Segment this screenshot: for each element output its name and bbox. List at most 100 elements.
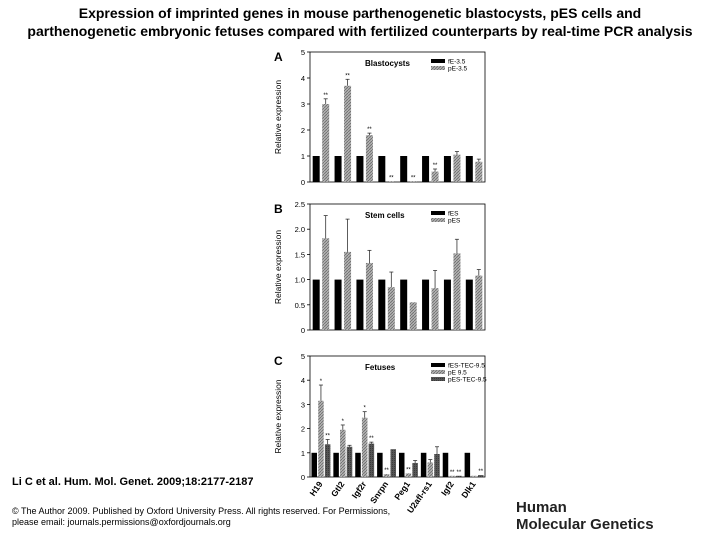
copyright-notice: © The Author 2009. Published by Oxford U… — [12, 506, 391, 527]
citation: Li C et al. Hum. Mol. Genet. 2009;18:217… — [12, 476, 254, 488]
panel-c-category-label: H19 — [307, 479, 324, 498]
panel-c-y-tick-label: 0 — [301, 473, 305, 482]
panel-c-bar — [442, 452, 449, 477]
panel-a-bar — [312, 156, 320, 182]
panel-c-y-axis-label: Relative expression — [273, 379, 283, 453]
panel-c-bar — [456, 475, 462, 477]
panel-c-bar — [464, 452, 471, 477]
panel-a-bar — [387, 181, 395, 182]
panel-b-bar — [378, 279, 386, 330]
panel-a-bar — [322, 104, 330, 182]
panel-a-significance-label: ** — [323, 93, 328, 99]
panel-b-legend-entry: fES — [448, 211, 459, 218]
panel-a-letter: A — [274, 50, 283, 64]
panel-b-bar — [475, 275, 483, 330]
panel-c-bar — [412, 462, 418, 477]
panel-a-bar — [378, 156, 386, 182]
panel-b-legend-swatch — [431, 218, 445, 222]
panel-c-legend-swatch — [431, 363, 445, 367]
panel-c-significance-label: ** — [450, 470, 455, 476]
panel-c-significance-label: * — [364, 406, 367, 412]
panel-b-y-tick-label: 2.0 — [295, 225, 305, 234]
journal-logo-line2: Molecular Genetics — [516, 516, 654, 533]
panel-c-bar — [377, 452, 383, 477]
panel-b-bar — [387, 287, 395, 330]
panel-a-significance-label: ** — [345, 73, 350, 79]
panel-c-legend-entry: fES-TEC-9.5 — [448, 363, 485, 370]
panel-c-bar — [368, 443, 375, 477]
panel-c-bar — [390, 449, 397, 477]
panel-b-y-tick-label: 0.5 — [295, 301, 305, 310]
panel-c-category-label: Snrpn — [368, 479, 390, 505]
panel-a-legend-entry: pE-3.5 — [448, 66, 468, 73]
panel-c-category-label: Peg1 — [392, 479, 412, 502]
panel-b-legend-entry: pES — [448, 218, 461, 225]
panel-c-bar — [318, 400, 324, 477]
panel-c-legend-swatch — [431, 377, 445, 381]
panel-a-bar — [344, 85, 352, 182]
panel-a-significance-label: ** — [433, 163, 438, 169]
panel-c-bar — [383, 474, 390, 477]
panel-c-category-label: Gtl2 — [329, 479, 347, 499]
panel-a-chart-title: Blastocysts — [365, 59, 410, 68]
panel-c-legend-entry: pES-TEC-9.5 — [448, 377, 487, 384]
panel-b-bar — [334, 279, 342, 330]
panel-c-bar — [398, 452, 405, 477]
panel-a-bar — [422, 156, 430, 182]
panel-c-bar — [434, 454, 440, 477]
panel-b-bar — [453, 253, 461, 330]
panel-a-significance-label: ** — [389, 175, 394, 181]
panel-a-significance-label: ** — [367, 127, 372, 133]
panel-b-y-tick-label: 0 — [301, 326, 305, 335]
panel-c-category-label: Igf2 — [439, 479, 456, 497]
panel-a-y-tick-label: 0 — [301, 178, 305, 187]
panel-c-category-label: Igf2r — [350, 479, 369, 500]
panel-b-bar — [365, 262, 373, 330]
panel-c-significance-label: ** — [369, 436, 374, 442]
panel-c-y-tick-label: 5 — [301, 352, 305, 361]
panel-c-significance-label: ** — [325, 433, 330, 439]
panel-a-bar — [475, 161, 483, 182]
panel-b-bar — [400, 279, 408, 330]
panel-b-bar — [431, 288, 439, 330]
panel-c-significance-label: * — [342, 419, 345, 425]
panel-c-bar — [355, 452, 361, 477]
panel-a-y-tick-label: 3 — [301, 100, 305, 109]
panel-c-significance-label: ** — [478, 469, 483, 475]
panel-a-bar — [365, 135, 373, 182]
panel-a-bar — [443, 156, 451, 182]
panel-b-bar — [443, 279, 451, 330]
panel-b-bar — [322, 238, 330, 330]
panel-a-legend-swatch — [431, 59, 445, 63]
panel-b-y-tick-label: 1.5 — [295, 250, 305, 259]
panel-a-plot-frame — [309, 51, 486, 183]
journal-logo: Human Molecular Genetics — [516, 499, 654, 533]
panel-c-bar — [361, 417, 368, 477]
panel-c-bar — [427, 462, 434, 477]
figure-title: Expression of imprinted genes in mouse p… — [0, 4, 720, 40]
panel-b-letter: B — [274, 202, 283, 216]
panel-c-y-tick-label: 4 — [301, 376, 305, 385]
panel-c-bar — [346, 446, 353, 477]
panel-c-bar — [311, 452, 317, 477]
panel-c-legend-entry: pE 9.5 — [448, 370, 467, 377]
panel-c-bar — [340, 429, 346, 477]
panel-a-bar — [453, 154, 461, 182]
figure-title-line1: Expression of imprinted genes in mouse p… — [78, 5, 642, 21]
panel-c-legend-swatch — [431, 370, 445, 374]
panel-a-bar — [356, 156, 364, 182]
panel-a-bar — [431, 171, 439, 182]
panel-a-legend-swatch — [431, 66, 445, 70]
panel-c-bar — [471, 475, 477, 477]
panel-c-y-tick-label: 3 — [301, 400, 305, 409]
panel-b-bar — [312, 279, 320, 330]
panel-b-y-tick-label: 1.0 — [295, 276, 305, 285]
panel-b-bar — [422, 279, 430, 330]
panel-a-significance-label: ** — [411, 175, 416, 181]
panel-c-bar — [449, 475, 455, 477]
panel-c-bar — [420, 452, 427, 477]
panel-c-significance-label: ** — [457, 470, 462, 476]
panel-c-bar — [405, 473, 412, 477]
panel-c-letter: C — [274, 354, 283, 368]
panel-a-legend-entry: fE-3.5 — [448, 59, 466, 66]
